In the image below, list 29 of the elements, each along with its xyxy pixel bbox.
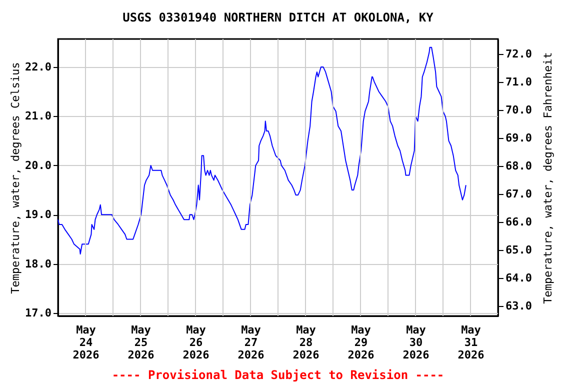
y-axis-title: Temperature, water, degrees Celsius xyxy=(9,62,22,294)
text: ---- Provisional Data Subject to Revision ---- xyxy=(112,368,444,382)
line-series xyxy=(58,46,466,255)
y2-tick-label: 70.0 xyxy=(506,104,532,117)
y-tick-label: 18.0 xyxy=(25,257,52,270)
x-tick-label: May 28 2026 xyxy=(292,324,320,362)
y2-tick-label: 63.0 xyxy=(506,299,532,312)
y2-tick-label: 69.0 xyxy=(506,132,532,145)
x-tick-label: May 25 2026 xyxy=(128,324,155,362)
y2-tick-label: 65.0 xyxy=(506,243,532,256)
y2-tick-label: 68.0 xyxy=(506,160,532,173)
y2-tick-label: 71.0 xyxy=(506,76,532,89)
y-tick-label: 20.0 xyxy=(25,158,52,172)
y2-tick-label: 64.0 xyxy=(506,271,532,284)
y2-tick-label: 66.0 xyxy=(506,215,532,228)
y-tick-label: 22.0 xyxy=(25,60,52,74)
y-tick-label: 21.0 xyxy=(25,110,52,123)
x-tick-label: May 31 2026 xyxy=(458,324,485,362)
y2-tick-label: 67.0 xyxy=(506,188,532,201)
x-tick-label: May 29 2026 xyxy=(348,324,375,362)
y-tick-label: 19.0 xyxy=(25,208,52,222)
x-tick-label: May 30 2026 xyxy=(402,324,430,362)
x-tick-label: May 26 2026 xyxy=(182,324,210,362)
x-tick-label: May 27 2026 xyxy=(238,324,265,362)
y2-axis-title: Temperature, water, degrees Fahrenheit xyxy=(542,52,554,304)
chart-title: USGS 03301940 NORTHERN DITCH AT OKOLONA, KY xyxy=(122,10,434,24)
y2-tick-label: 72.0 xyxy=(506,48,532,61)
x-tick-label: May 24 2026 xyxy=(72,324,100,362)
y-tick-label: 17.0 xyxy=(25,306,52,320)
